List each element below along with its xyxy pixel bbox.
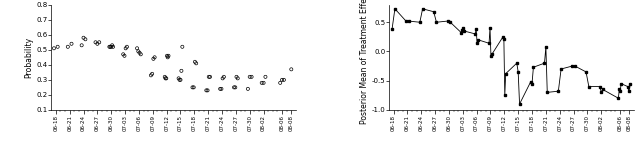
Point [163, 54, 173, 57]
Point [279, 79, 289, 81]
Y-axis label: Probability: Probability [25, 37, 34, 78]
Point [159, 76, 170, 78]
Point [107, 44, 117, 46]
Point [108, 46, 118, 48]
Point [277, 79, 287, 81]
Point [175, 79, 185, 81]
Point [259, 82, 269, 84]
Point [92, 43, 102, 45]
Point [243, 88, 253, 90]
Point [78, 37, 88, 39]
Point [190, 61, 200, 63]
Point [257, 82, 267, 84]
Point [146, 74, 156, 77]
Point [232, 76, 242, 78]
Point [162, 54, 172, 57]
Point [90, 41, 100, 43]
Point [133, 50, 143, 53]
Point [132, 47, 142, 50]
Point [52, 46, 63, 48]
Point [286, 68, 296, 71]
Point [122, 46, 132, 48]
Point [67, 43, 77, 45]
Point [188, 86, 198, 89]
Point [202, 89, 212, 92]
Point [134, 51, 145, 54]
Point [218, 77, 228, 80]
Point [80, 38, 90, 41]
Point [189, 86, 199, 89]
Point [275, 82, 285, 84]
Point [120, 47, 131, 50]
Point [118, 53, 129, 56]
Point [150, 56, 160, 59]
Point [119, 54, 129, 57]
Point [219, 76, 229, 78]
Point [229, 86, 239, 89]
Point [94, 41, 104, 43]
Point [136, 53, 146, 56]
Point [216, 88, 227, 90]
Point [161, 77, 172, 80]
Point [205, 76, 215, 78]
Point [77, 44, 87, 46]
Point [176, 70, 186, 72]
Point [175, 79, 186, 81]
Point [148, 58, 159, 60]
Point [173, 77, 184, 80]
Point [177, 46, 188, 48]
Point [246, 76, 257, 78]
Point [63, 46, 73, 48]
Point [147, 73, 157, 75]
Point [260, 76, 271, 78]
Point [104, 46, 115, 48]
Y-axis label: Posterior Mean of Treatment Effect: Posterior Mean of Treatment Effect [360, 0, 369, 124]
Point [191, 62, 202, 65]
Point [215, 88, 225, 90]
Point [49, 47, 59, 50]
Point [105, 46, 115, 48]
Point [106, 46, 116, 48]
Point [232, 77, 243, 80]
Point [201, 89, 211, 92]
Point [244, 76, 255, 78]
Point [161, 77, 171, 80]
Point [230, 86, 241, 89]
Point [204, 76, 214, 78]
Point [163, 56, 173, 59]
